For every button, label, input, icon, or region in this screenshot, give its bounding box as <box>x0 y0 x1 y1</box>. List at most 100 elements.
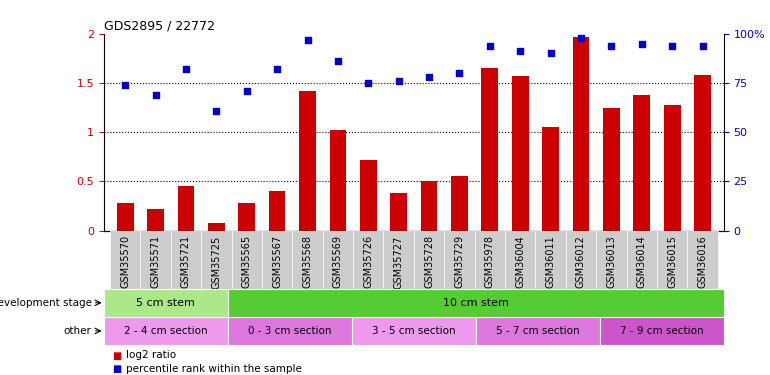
Point <box>635 40 648 46</box>
Text: 0 - 3 cm section: 0 - 3 cm section <box>248 326 332 336</box>
Bar <box>239 203 255 231</box>
Point <box>666 43 678 49</box>
Text: GSM36016: GSM36016 <box>698 235 708 288</box>
Bar <box>110 231 140 289</box>
Point <box>575 35 588 41</box>
Bar <box>695 75 711 231</box>
Point <box>484 43 496 49</box>
Bar <box>140 231 171 289</box>
Text: other: other <box>64 326 92 336</box>
Point <box>454 70 466 76</box>
Text: ■: ■ <box>112 364 121 374</box>
Bar <box>603 108 620 231</box>
Text: 7 - 9 cm section: 7 - 9 cm section <box>620 326 704 336</box>
Bar <box>414 231 444 289</box>
Point <box>180 66 192 72</box>
Bar <box>201 231 232 289</box>
Bar <box>512 76 528 231</box>
Text: GSM36014: GSM36014 <box>637 235 647 288</box>
Bar <box>147 209 164 231</box>
Text: GSM35729: GSM35729 <box>454 235 464 288</box>
Bar <box>535 231 566 289</box>
Text: development stage: development stage <box>0 298 92 308</box>
Bar <box>104 317 228 345</box>
Bar <box>353 231 383 289</box>
Text: GSM35571: GSM35571 <box>151 235 161 288</box>
Bar <box>451 177 468 231</box>
Point <box>240 88 253 94</box>
Text: GSM36015: GSM36015 <box>667 235 677 288</box>
Text: GSM35565: GSM35565 <box>242 235 252 288</box>
Text: percentile rank within the sample: percentile rank within the sample <box>126 364 301 374</box>
Bar <box>481 68 498 231</box>
Bar <box>596 231 627 289</box>
Bar <box>664 105 681 231</box>
Bar <box>657 231 688 289</box>
Text: GSM35569: GSM35569 <box>333 235 343 288</box>
Bar <box>178 186 194 231</box>
Text: 10 cm stem: 10 cm stem <box>443 298 509 308</box>
Bar <box>600 317 724 345</box>
Bar <box>228 289 724 317</box>
Bar <box>323 231 353 289</box>
Bar <box>542 127 559 231</box>
Bar <box>262 231 293 289</box>
Text: ■: ■ <box>112 351 121 360</box>
Text: GSM36012: GSM36012 <box>576 235 586 288</box>
Text: GSM35728: GSM35728 <box>424 235 434 288</box>
Bar <box>476 317 600 345</box>
Point <box>301 37 313 43</box>
Text: GSM35568: GSM35568 <box>303 235 313 288</box>
Point <box>423 74 435 80</box>
Bar <box>383 231 414 289</box>
Bar <box>505 231 535 289</box>
Bar <box>420 182 437 231</box>
Text: 2 - 4 cm section: 2 - 4 cm section <box>124 326 208 336</box>
Text: GSM36004: GSM36004 <box>515 235 525 288</box>
Text: GSM35727: GSM35727 <box>393 235 403 288</box>
Text: GSM35570: GSM35570 <box>120 235 130 288</box>
Text: 5 cm stem: 5 cm stem <box>136 298 196 308</box>
Bar <box>566 231 596 289</box>
Bar <box>627 231 657 289</box>
Bar <box>573 37 589 231</box>
Point <box>544 51 557 57</box>
Text: GSM36011: GSM36011 <box>546 235 556 288</box>
Point <box>210 108 223 114</box>
Bar <box>232 231 262 289</box>
Point <box>605 43 618 49</box>
Bar <box>474 231 505 289</box>
Text: log2 ratio: log2 ratio <box>126 351 176 360</box>
Bar <box>171 231 201 289</box>
Bar <box>300 91 316 231</box>
Bar <box>688 231 718 289</box>
Bar <box>269 191 286 231</box>
Text: GSM35725: GSM35725 <box>212 235 221 288</box>
Point <box>362 80 374 86</box>
Point <box>119 82 132 88</box>
Point <box>696 43 708 49</box>
Bar <box>117 203 133 231</box>
Bar <box>228 317 352 345</box>
Text: 5 - 7 cm section: 5 - 7 cm section <box>496 326 580 336</box>
Point <box>271 66 283 72</box>
Text: GSM35726: GSM35726 <box>363 235 373 288</box>
Point <box>514 48 527 54</box>
Text: GSM35978: GSM35978 <box>485 235 495 288</box>
Bar <box>352 317 476 345</box>
Point <box>149 92 162 98</box>
Bar <box>360 160 377 231</box>
Bar <box>293 231 323 289</box>
Bar <box>330 130 346 231</box>
Point <box>332 58 344 64</box>
Bar <box>208 223 225 231</box>
Text: GSM35721: GSM35721 <box>181 235 191 288</box>
Text: GDS2895 / 22772: GDS2895 / 22772 <box>104 20 215 33</box>
Point <box>393 78 405 84</box>
Bar <box>444 231 474 289</box>
Text: GSM35567: GSM35567 <box>272 235 282 288</box>
Bar <box>634 95 650 231</box>
Text: 3 - 5 cm section: 3 - 5 cm section <box>372 326 456 336</box>
Bar <box>104 289 228 317</box>
Text: GSM36013: GSM36013 <box>607 235 616 288</box>
